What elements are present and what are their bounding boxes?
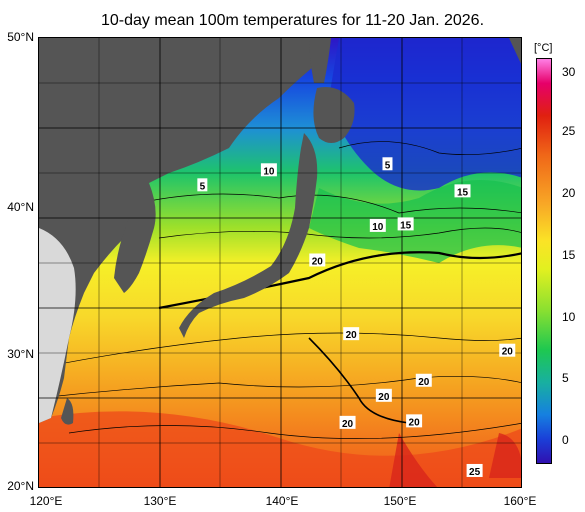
warm-pocket — [389, 433, 438, 487]
contour-label-box — [375, 388, 392, 402]
contour-label: 10 — [263, 166, 275, 177]
x-tick-130e: 130°E — [143, 494, 177, 508]
cold-band — [329, 38, 521, 191]
landmass-china-coast — [39, 228, 76, 423]
contour-label-box — [369, 218, 386, 232]
contour-label: 15 — [400, 220, 412, 231]
contour-label: 5 — [200, 181, 206, 192]
landmass-japan — [179, 133, 318, 338]
x-tick-120e: 120°E — [29, 494, 63, 508]
landmass-sakhalin — [309, 38, 331, 83]
contour-label: 20 — [409, 417, 421, 428]
contour-label: 20 — [312, 256, 324, 267]
contour-label-box — [309, 253, 326, 267]
contour-label-box — [397, 217, 414, 231]
landmass-hokkaido — [313, 87, 355, 143]
x-tick-140e: 140°E — [265, 494, 299, 508]
landmass-kamchatka — [509, 38, 521, 64]
contour-label: 20 — [378, 392, 390, 403]
contour-label-box — [406, 414, 423, 428]
colorbar-tick-25: 25 — [562, 124, 576, 138]
map-title: 10-day mean 100m temperatures for 11-20 … — [100, 12, 485, 29]
contour-label-box — [454, 184, 471, 198]
contour-labels: 5 10 5 15 10 15 20 20 20 20 20 20 20 25 — [197, 157, 516, 478]
contour-label: 5 — [385, 160, 391, 171]
subarctic-band — [309, 180, 521, 263]
contour-label-box — [382, 157, 393, 171]
warm-pocket — [489, 433, 521, 478]
y-tick-50n: 50°N — [7, 30, 34, 44]
landmass-asia — [39, 38, 329, 423]
colorbar-tick-20: 20 — [562, 186, 576, 200]
contour-line — [338, 141, 521, 155]
y-tick-40n: 40°N — [7, 200, 34, 214]
landmass-korea — [114, 183, 156, 293]
landmass-taiwan — [61, 398, 74, 425]
y-tick-20n: 20°N — [7, 479, 34, 493]
graticule — [39, 38, 521, 487]
y-tick-30n: 30°N — [7, 347, 34, 361]
contour-label: 20 — [346, 330, 358, 341]
colorbar — [536, 58, 552, 464]
contour-label: 20 — [418, 377, 430, 388]
contour-line — [68, 422, 521, 439]
colorbar-unit: [°C] — [534, 42, 553, 54]
contour-label-box — [339, 415, 356, 429]
map-canvas: 5 10 5 15 10 15 20 20 20 20 20 20 20 25 — [39, 38, 521, 487]
contour-label-box — [343, 327, 360, 341]
colorbar-tick-10: 10 — [562, 310, 576, 324]
contour-line — [158, 227, 521, 239]
x-tick-150e: 150°E — [383, 494, 417, 508]
colorbar-tick-15: 15 — [562, 248, 576, 262]
contour-label: 20 — [342, 419, 354, 430]
contour-label-box — [415, 373, 432, 387]
contour-label: 15 — [457, 187, 469, 198]
colorbar-tick-5: 5 — [562, 371, 569, 385]
contour-line — [39, 375, 521, 399]
colorbar-tick-30: 30 — [562, 65, 576, 79]
contour-label: 10 — [372, 222, 384, 233]
contour-label: 25 — [469, 467, 481, 478]
temperature-map: 5 10 5 15 10 15 20 20 20 20 20 20 20 25 — [38, 37, 522, 488]
contour-line — [138, 193, 521, 214]
contour-label-box — [499, 343, 516, 357]
contour-label-box — [466, 463, 483, 477]
contour-label: 20 — [502, 347, 514, 358]
colorbar-tick-0: 0 — [562, 433, 569, 447]
contour-label-box — [260, 163, 277, 177]
contour-line — [39, 332, 521, 369]
x-tick-160e: 160°E — [503, 494, 537, 508]
contour-label-box — [197, 178, 208, 192]
